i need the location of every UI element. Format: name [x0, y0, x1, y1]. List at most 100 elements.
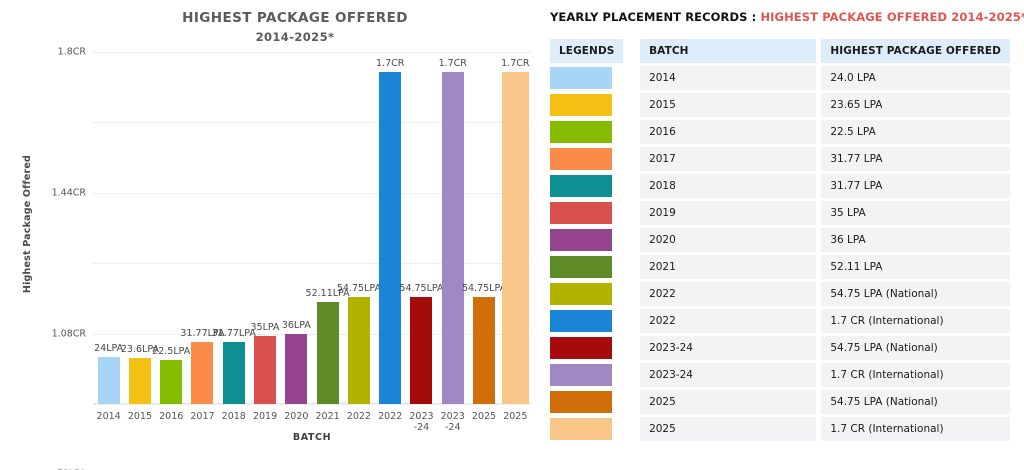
package-value: 24.0 LPA [821, 66, 1010, 90]
package-cell: 35 LPA [821, 201, 1010, 225]
bar[interactable] [97, 357, 120, 404]
bar-column[interactable]: 1.7CR 2022 [375, 52, 406, 422]
batch-cell: 2021 [640, 255, 816, 279]
row-spacer-1 [623, 255, 640, 279]
package-value: 35 LPA [821, 201, 1010, 225]
header-package-label: HIGHEST PACKAGE OFFERED [821, 39, 1010, 63]
gridline: 36LPA [93, 333, 531, 335]
bar-value-label: 54.75LPA [336, 282, 381, 294]
package-cell: 1.7 CR (International) [821, 363, 1010, 387]
bar-value-label: 36LPA [281, 319, 311, 331]
package-value: 52.11 LPA [821, 255, 1010, 279]
bar[interactable] [254, 335, 277, 404]
bar-value-label: 22.5LPA [152, 346, 191, 357]
bar[interactable] [379, 71, 402, 404]
legend-color-swatch [550, 310, 612, 332]
row-spacer-1 [623, 309, 640, 333]
table-row[interactable]: 2019 35 LPA [550, 201, 1010, 225]
bar-column[interactable]: 54.75LPA 2025 [462, 52, 506, 422]
bar[interactable] [473, 296, 496, 404]
table-row[interactable]: 2022 1.7 CR (International) [550, 309, 1010, 333]
y-axis-tick-label: 1.08CR [51, 328, 86, 340]
x-axis-line [93, 403, 531, 404]
x-axis-tick-label: 2019 [252, 411, 278, 422]
package-cell: 23.65 LPA [821, 93, 1010, 117]
bar-column[interactable]: 22.5LPA 2016 [152, 52, 190, 422]
header-batch-label: BATCH [640, 39, 816, 63]
bar-column[interactable]: 52.11LPA 2021 [306, 52, 350, 422]
bar-column[interactable]: 23.6LPA 2015 [121, 52, 159, 422]
bar-chart-panel: HIGHEST PACKAGE OFFERED 2014-2025* Highe… [22, 10, 531, 470]
package-cell: 54.75 LPA (National) [821, 282, 1010, 306]
table-row[interactable]: 2017 31.77 LPA [550, 147, 1010, 171]
table-row[interactable]: 2020 36 LPA [550, 228, 1010, 252]
placement-records-table: LEGENDS BATCH HIGHEST PACKAGE OFFERED 20… [550, 36, 1010, 444]
package-cell: 1.7 CR (International) [821, 309, 1010, 333]
bar-column[interactable]: 54.75LPA 2023 -24 [399, 52, 443, 433]
batch-cell: 2016 [640, 120, 816, 144]
bar[interactable] [222, 341, 245, 404]
row-spacer-1 [623, 228, 640, 252]
legend-color-swatch [550, 175, 612, 197]
legend-cell [550, 282, 623, 306]
bar-value-label: 23.6LPA [120, 343, 159, 355]
bar[interactable] [128, 357, 151, 404]
table-row[interactable]: 2015 23.65 LPA [550, 93, 1010, 117]
table-row[interactable]: 2025 1.7 CR (International) [550, 417, 1010, 441]
table-row[interactable]: 2018 31.77 LPA [550, 174, 1010, 198]
table-body: 2014 24.0 LPA 2015 23.65 LPA 2016 22.5 LPA 201… [550, 66, 1010, 441]
bar-series: 24LPA 2014 23.6LPA 2015 22.5LPA 2016 31.77LPA 2… [93, 52, 531, 433]
batch-cell: 2025 [640, 390, 816, 414]
bar[interactable] [316, 302, 339, 404]
table-title-plain: YEARLY PLACEMENT RECORDS : [550, 10, 761, 24]
batch-value: 2025 [640, 390, 816, 414]
table-row[interactable]: 2023-24 54.75 LPA (National) [550, 336, 1010, 360]
package-value: 23.65 LPA [821, 93, 1010, 117]
table-row[interactable]: 2016 22.5 LPA [550, 120, 1010, 144]
bar-column[interactable]: 35LPA 2019 [249, 52, 280, 422]
bar[interactable] [347, 296, 370, 404]
package-cell: 1.7 CR (International) [821, 417, 1010, 441]
bar-column[interactable]: 24LPA 2014 [93, 52, 124, 422]
legend-color-swatch [550, 94, 612, 116]
chart-subtitle: 2014-2025* [255, 30, 335, 44]
row-spacer-1 [623, 282, 640, 306]
records-table-panel: YEARLY PLACEMENT RECORDS : HIGHEST PACKA… [540, 0, 1024, 470]
legend-cell [550, 336, 623, 360]
chart-title-block: HIGHEST PACKAGE OFFERED 2014-2025* [60, 10, 530, 44]
batch-cell: 2022 [640, 282, 816, 306]
bar-column[interactable]: 31.77LPA 2017 [180, 52, 224, 422]
bar[interactable] [160, 360, 183, 404]
batch-value: 2015 [640, 93, 816, 117]
x-axis-tick-label: 2018 [221, 411, 246, 422]
row-spacer-1 [623, 201, 640, 225]
bar-value-label: 31.77LPA [180, 327, 225, 339]
bar[interactable] [410, 296, 433, 404]
bar[interactable] [285, 333, 308, 404]
batch-cell: 2020 [640, 228, 816, 252]
batch-value: 2022 [640, 282, 816, 306]
legend-color-swatch [550, 229, 612, 251]
table-row[interactable]: 2021 52.11 LPA [550, 255, 1010, 279]
table-row[interactable]: 2014 24.0 LPA [550, 66, 1010, 90]
bar-column[interactable]: 54.75LPA 2022 [337, 52, 381, 422]
bar[interactable] [501, 71, 529, 404]
table-row[interactable]: 2025 54.75 LPA (National) [550, 390, 1010, 414]
batch-cell: 2018 [640, 174, 816, 198]
bar-column[interactable]: 1.7CR 2025 [500, 52, 531, 422]
table-row[interactable]: 2022 54.75 LPA (National) [550, 282, 1010, 306]
package-cell: 36 LPA [821, 228, 1010, 252]
bar-value-label: 1.7CR [376, 57, 405, 69]
bar[interactable] [441, 71, 464, 404]
bar-column[interactable]: 1.7CR 2023 -24 [437, 52, 468, 433]
bar-column[interactable]: 36LPA 2020 [281, 52, 312, 422]
bar[interactable] [191, 341, 214, 404]
bar-value-label: 54.75LPA [399, 282, 444, 294]
bar-column[interactable]: 31.77LPA 2018 [212, 52, 256, 422]
batch-cell: 2025 [640, 417, 816, 441]
package-value: 31.77 LPA [821, 147, 1010, 171]
table-row[interactable]: 2023-24 1.7 CR (International) [550, 363, 1010, 387]
batch-value: 2021 [640, 255, 816, 279]
gridline: 0 [93, 404, 531, 405]
header-batch: BATCH [640, 39, 816, 63]
